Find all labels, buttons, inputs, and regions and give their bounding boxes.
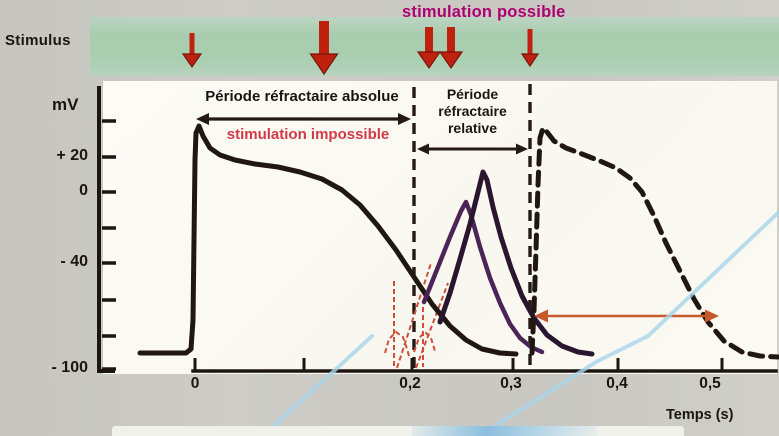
- relative-refractory-period-label: Période réfractaire relative: [416, 86, 529, 137]
- curve-main-action-potential: [137, 123, 519, 357]
- stimulus-arrow-head: [416, 51, 442, 70]
- relative-period-arrow-left-head: [417, 143, 429, 155]
- y-tick-label-plus20: + 20: [56, 147, 88, 164]
- plot-area: [103, 81, 777, 374]
- y-tick-label-0: 0: [79, 182, 88, 199]
- y-tick-label-minus40: - 40: [60, 253, 88, 270]
- curve-premature-response-1: [421, 199, 545, 355]
- relative-label-line3: relative: [447, 120, 498, 136]
- title-stimulation-possible: stimulation possible: [402, 3, 566, 21]
- blue-scribble-artifact: [412, 426, 597, 436]
- subthreshold-response-mark: [396, 262, 432, 369]
- stimulus-arrow-head: [181, 53, 203, 69]
- subthreshold-response-mark: [415, 282, 449, 369]
- x-tick-label-0-5: 0,5: [699, 375, 721, 392]
- cropped-bottom-overlay: [112, 426, 684, 436]
- stimulus-track-band: [90, 17, 779, 76]
- stimulation-impossible-label: stimulation impossible: [226, 126, 390, 143]
- relative-label-line2: réfractaire: [438, 103, 507, 119]
- x-tick-label-0-2: 0,2: [399, 375, 421, 392]
- x-tick-label-0-4: 0,4: [606, 375, 628, 392]
- curve-premature-response-2: [437, 169, 595, 357]
- stimulus-arrow-head: [309, 53, 339, 76]
- x-tick-label-0: 0: [190, 375, 200, 392]
- y-tick-label-minus100: - 100: [51, 359, 88, 376]
- absolute-period-arrow-right-head: [398, 113, 411, 125]
- relative-period-arrow-right-head: [516, 143, 528, 155]
- x-axis-title: Temps (s): [666, 407, 734, 423]
- orange-interval-arrow-right-head: [705, 309, 719, 323]
- x-tick-label-0-3: 0,3: [500, 375, 522, 392]
- subthreshold-response-mark: [413, 330, 436, 353]
- curve-full-action-potential-dashed: [529, 125, 779, 360]
- stimulus-arrow-head: [520, 53, 540, 68]
- stimulus-arrow-head: [438, 51, 464, 70]
- stimulus-label: Stimulus: [5, 32, 71, 49]
- subthreshold-response-mark: [384, 330, 410, 357]
- orange-interval-arrow-left-head: [534, 309, 548, 323]
- absolute-refractory-period-label: Période réfractaire absolue: [205, 88, 399, 105]
- scan-artifact-streak: [476, 210, 779, 436]
- absolute-period-arrow-left-head: [196, 113, 209, 125]
- scan-artifact-streak: [260, 334, 374, 436]
- relative-label-line1: Période: [446, 86, 499, 102]
- y-axis-unit-label: mV: [52, 95, 79, 114]
